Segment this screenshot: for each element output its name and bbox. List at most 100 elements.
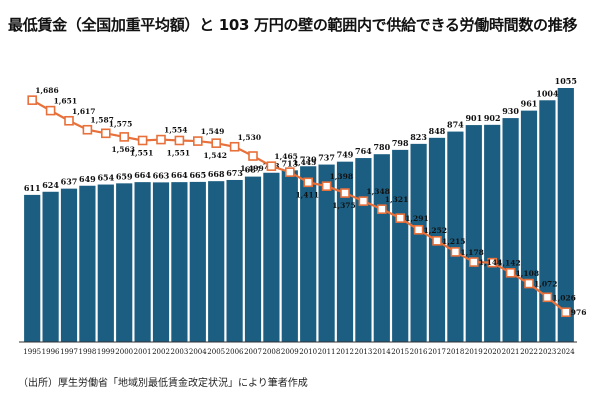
line-marker — [524, 278, 534, 289]
x-tick-label: 1996 — [42, 348, 60, 356]
bar — [318, 164, 335, 342]
bar-value-label: 687 — [245, 165, 262, 175]
bar — [465, 125, 482, 342]
bar-value-label: 624 — [42, 180, 59, 190]
line-marker — [560, 307, 571, 318]
bar — [502, 118, 519, 342]
line-marker — [395, 213, 406, 223]
x-tick-label: 2012 — [336, 348, 354, 356]
bar-value-label: 1004 — [536, 88, 559, 98]
bar — [24, 194, 41, 342]
line-value-label: 1,411 — [295, 190, 319, 199]
line-value-label: 1,321 — [385, 195, 409, 204]
bar — [208, 181, 225, 342]
x-tick-label: 2004 — [189, 348, 207, 356]
line-marker — [174, 135, 185, 146]
x-tick-label: 2009 — [281, 348, 299, 356]
bar — [134, 182, 151, 342]
line-value-label: 1,551 — [130, 148, 154, 157]
bar — [281, 170, 298, 342]
line-value-label: 1,445 — [293, 158, 317, 167]
line-value-label: 1,375 — [332, 201, 356, 210]
bar-value-label: 665 — [189, 170, 206, 180]
line-value-label: 1,072 — [534, 280, 558, 289]
bar-value-label: 848 — [429, 126, 446, 136]
line-value-label: 1,530 — [238, 133, 262, 142]
x-tick-label: 2008 — [262, 348, 280, 356]
bar-value-label: 780 — [373, 142, 390, 152]
x-tick-label: 2016 — [410, 348, 428, 356]
line-value-label: 1,108 — [516, 269, 540, 278]
x-tick-label: 2002 — [152, 348, 170, 356]
line-value-label: 1,215 — [442, 237, 466, 246]
line-marker — [376, 204, 387, 214]
bar — [244, 176, 262, 342]
bar — [116, 183, 133, 342]
bar-value-label: 961 — [521, 99, 538, 109]
line-marker — [156, 134, 166, 145]
bar-value-label: 730 — [300, 154, 317, 164]
bar — [539, 100, 556, 342]
x-tick-label: 2001 — [134, 348, 152, 356]
line-value-label: 1,575 — [109, 119, 133, 128]
line-marker — [432, 236, 442, 246]
line-marker — [542, 292, 553, 303]
bar-value-label: 659 — [116, 171, 133, 181]
x-tick-label: 2020 — [483, 348, 501, 356]
x-tick-label: 1999 — [97, 348, 115, 356]
bar — [300, 166, 317, 342]
x-tick-label: 2019 — [465, 348, 483, 356]
bar — [97, 184, 114, 342]
x-tick-label: 2014 — [373, 348, 391, 356]
line-marker — [193, 136, 203, 146]
line-marker — [64, 115, 74, 126]
bar-value-label: 663 — [153, 170, 170, 180]
x-tick-label: 2022 — [520, 348, 538, 356]
line-marker — [340, 188, 350, 198]
bar — [520, 110, 538, 342]
line-marker — [211, 138, 221, 148]
line-marker — [137, 135, 148, 146]
x-tick-label: 2013 — [354, 348, 372, 356]
bar — [171, 182, 188, 342]
bar-value-label: 737 — [318, 153, 335, 163]
bar-value-label: 668 — [208, 169, 225, 179]
line-marker — [505, 268, 516, 278]
line-value-label: 1,348 — [366, 187, 390, 196]
bar-value-label: 930 — [502, 106, 519, 116]
bar-value-label: 798 — [392, 138, 409, 148]
bar — [42, 191, 59, 342]
line-marker — [303, 177, 314, 188]
line-marker — [487, 257, 498, 268]
line-marker — [119, 132, 129, 142]
bar — [484, 124, 501, 342]
bar-value-label: 649 — [79, 174, 96, 184]
line-marker — [248, 151, 258, 161]
source-note: （出所）厚生労働省「地域別最低賃金改定状況」により筆者作成 — [18, 378, 308, 389]
bar — [447, 131, 464, 342]
line-marker — [82, 124, 93, 135]
line-marker — [229, 141, 240, 152]
line-value-label: 1,563 — [111, 145, 135, 154]
line-marker — [358, 196, 369, 206]
bar-value-label: 611 — [24, 183, 41, 193]
bar-value-label: 874 — [447, 120, 464, 130]
bar — [392, 149, 409, 342]
line-marker — [450, 247, 461, 257]
line-marker — [101, 128, 111, 139]
line-marker — [27, 95, 38, 105]
line-marker — [266, 161, 277, 171]
bar-value-label: 637 — [61, 177, 78, 187]
bar — [79, 185, 96, 342]
bar — [410, 143, 427, 342]
x-tick-label: 1995 — [23, 348, 41, 356]
line-value-label: 1,686 — [35, 86, 59, 95]
bar-value-label: 902 — [484, 113, 501, 123]
x-tick-label: 2011 — [318, 348, 336, 356]
bar-value-label: 664 — [134, 170, 151, 180]
bar-value-label: 823 — [410, 132, 427, 142]
line-value-label: 1,542 — [203, 151, 227, 160]
bar — [263, 172, 280, 342]
line-marker — [284, 167, 295, 177]
